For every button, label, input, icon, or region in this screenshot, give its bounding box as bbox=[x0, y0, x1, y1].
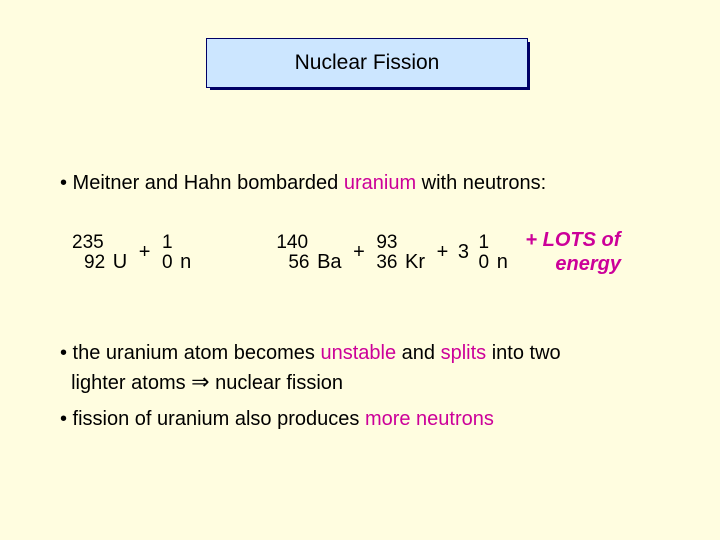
bullet-2: • the uranium atom becomes unstable and … bbox=[60, 340, 561, 397]
ba-mass: 140 bbox=[276, 233, 341, 252]
n2-atomic: 0 bbox=[479, 253, 490, 272]
nuclide-kr: 93 36 Kr bbox=[376, 233, 425, 272]
b3-prefix: • fission of uranium also produces bbox=[60, 408, 365, 430]
n1-atomic: 0 bbox=[162, 253, 173, 272]
bullet1-suffix: with neutrons: bbox=[416, 172, 546, 194]
b2-suffix-a: into two bbox=[486, 342, 560, 364]
energy-text: + LOTS of energy bbox=[525, 228, 621, 276]
bullet-1: • Meitner and Hahn bombarded uranium wit… bbox=[60, 172, 546, 195]
u235-atomic: 92 bbox=[72, 253, 105, 272]
title-box: Nuclear Fission bbox=[206, 38, 528, 88]
plus-2: + bbox=[353, 241, 365, 264]
b2-mid-a: and bbox=[396, 342, 440, 364]
b2-hl-a: unstable bbox=[320, 342, 396, 364]
neutron-coefficient: 3 bbox=[458, 241, 469, 264]
fission-equation: 235 92 U + 1 0 n 140 56 Ba + 93 36 Kr + … bbox=[70, 228, 621, 276]
b3-hl: more neutrons bbox=[365, 408, 494, 430]
b2-prefix-a: • the uranium atom becomes bbox=[60, 342, 320, 364]
title-text: Nuclear Fission bbox=[206, 38, 528, 88]
b2-line2-prefix: lighter atoms bbox=[60, 372, 191, 394]
plus-3: + bbox=[437, 241, 449, 264]
b2-line2-suffix: nuclear fission bbox=[210, 372, 343, 394]
arrow-icon: ⇒ bbox=[191, 369, 209, 394]
n2-mass: 1 bbox=[479, 233, 508, 252]
nuclide-n2: 1 0 n bbox=[479, 233, 508, 272]
bullet1-prefix: • Meitner and Hahn bombarded bbox=[60, 172, 344, 194]
u235-mass: 235 bbox=[72, 233, 127, 252]
n2-symbol: n bbox=[497, 252, 508, 272]
bullet1-highlight: uranium bbox=[344, 172, 416, 194]
n1-mass: 1 bbox=[162, 233, 191, 252]
b2-hl-b: splits bbox=[441, 342, 487, 364]
nuclide-n1: 1 0 n bbox=[162, 233, 191, 272]
n1-symbol: n bbox=[180, 252, 191, 272]
ba-atomic: 56 bbox=[276, 253, 309, 272]
nuclide-u235: 235 92 U bbox=[72, 233, 127, 272]
u235-symbol: U bbox=[113, 252, 127, 272]
energy-line1: + LOTS of bbox=[525, 228, 621, 252]
bullet-3: • fission of uranium also produces more … bbox=[60, 408, 494, 431]
kr-atomic: 36 bbox=[376, 253, 397, 272]
nuclide-ba: 140 56 Ba bbox=[276, 233, 341, 272]
energy-line2: energy bbox=[525, 252, 621, 276]
kr-symbol: Kr bbox=[405, 252, 425, 272]
ba-symbol: Ba bbox=[317, 252, 341, 272]
kr-mass: 93 bbox=[376, 233, 425, 252]
plus-1: + bbox=[139, 241, 151, 264]
title-label: Nuclear Fission bbox=[295, 51, 440, 75]
